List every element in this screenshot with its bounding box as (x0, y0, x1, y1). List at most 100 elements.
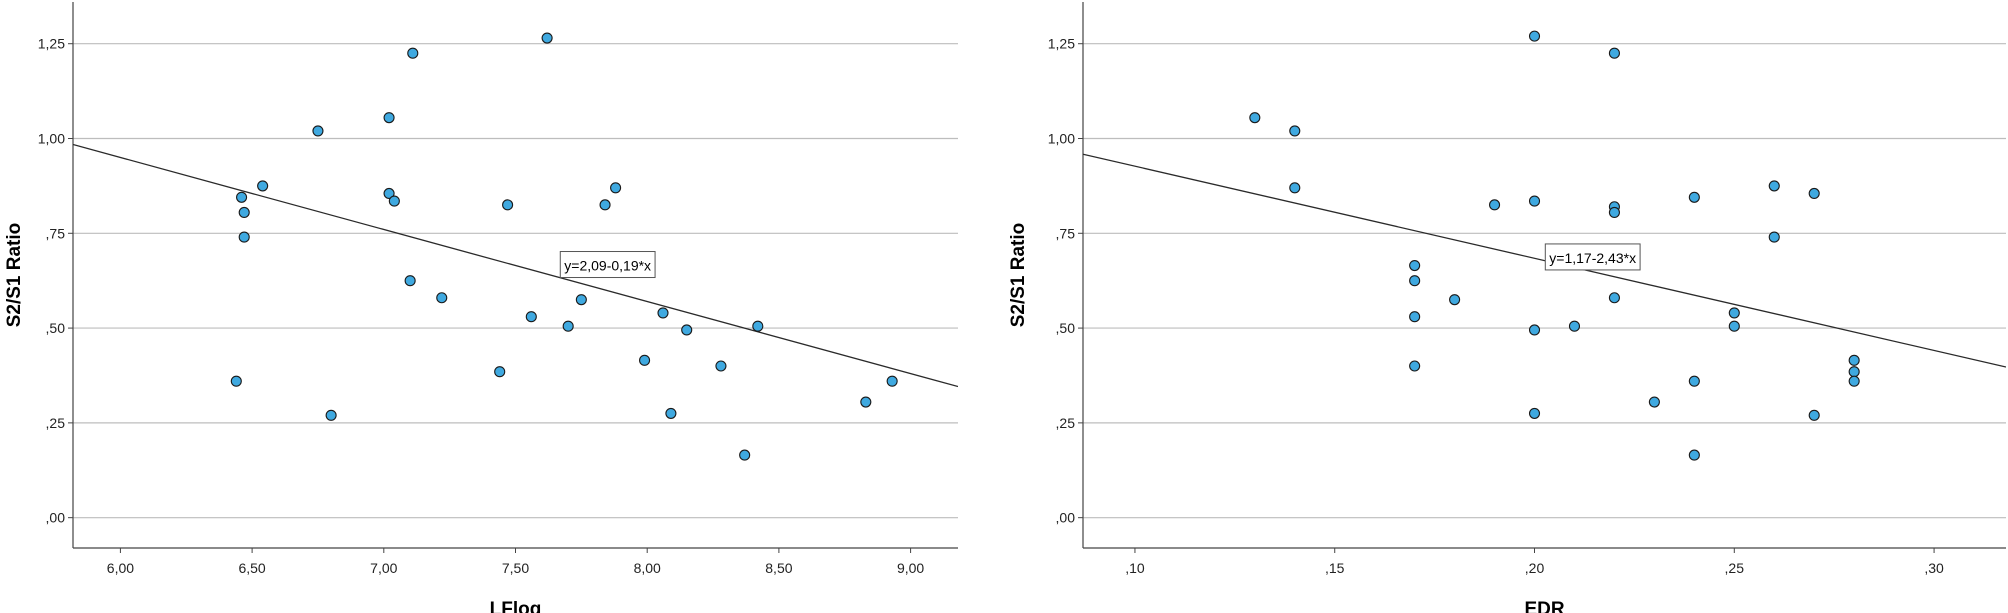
data-point (236, 191, 248, 203)
x-tick-label: 8,00 (634, 560, 661, 576)
data-point (388, 195, 400, 207)
data-point (1808, 187, 1820, 200)
data-point (525, 311, 537, 323)
data-point (860, 396, 872, 408)
x-tick-label: 6,50 (238, 560, 265, 576)
data-point (1568, 320, 1581, 332)
data-point (657, 307, 669, 319)
data-point (562, 320, 574, 332)
y-tick-label: ,00 (1056, 510, 1076, 526)
data-point (407, 47, 419, 59)
data-point (665, 407, 677, 419)
x-axis-label: LFlog (490, 599, 542, 613)
data-point (494, 366, 506, 378)
y-tick-label: ,75 (46, 225, 66, 241)
data-point (1289, 182, 1301, 194)
x-tick-label: ,20 (1525, 560, 1545, 576)
x-tick-label: 9,00 (897, 560, 924, 576)
data-point (1409, 311, 1421, 323)
fit-equation-label: y=2,09-0,19*x (559, 251, 656, 279)
x-tick-label: ,25 (1725, 560, 1745, 576)
data-point (1289, 125, 1301, 137)
fit-line (1083, 153, 2006, 368)
fit-line (73, 143, 958, 388)
scatter-plot-lflog-svg: ,00 ,25 ,50 ,75 1,00 1,25 6,00 6,50 7,00 7,50 8,00… (4, 2, 958, 613)
data-point (1249, 112, 1261, 124)
x-tick-label: ,15 (1325, 560, 1345, 576)
data-point (1728, 320, 1740, 332)
fit-equation-text: y=1,17-2,43*x (1549, 250, 1636, 266)
data-point (1688, 449, 1700, 461)
data-point (1848, 366, 1860, 378)
data-point (257, 180, 269, 192)
data-point (541, 32, 553, 44)
data-point (312, 125, 324, 137)
data-point (681, 324, 693, 336)
scatter-chart-edr: ,00 ,25 ,50 ,75 1,00 1,25 ,10 ,15 ,20 ,25 ,30 EDR S2… (1004, 0, 2008, 613)
data-point (1528, 407, 1541, 419)
fit-equation-label: y=1,17-2,43*x (1544, 243, 1641, 271)
fit-equation-box (559, 251, 656, 279)
data-point (739, 449, 751, 461)
data-point (610, 182, 622, 194)
x-tick-label: 7,50 (502, 560, 529, 576)
x-axis-label: EDR (1524, 599, 1564, 613)
scatter-chart-lflog: ,00 ,25 ,50 ,75 1,00 1,25 6,00 6,50 7,00 7,50 8,00… (4, 2, 958, 613)
data-point (599, 199, 611, 211)
y-axis-label: S2/S1 Ratio (1008, 223, 1029, 328)
x-tick-label: ,30 (1924, 560, 1944, 576)
y-tick-label: 1,00 (38, 131, 65, 147)
data-point (1688, 375, 1700, 387)
data-point (1768, 180, 1780, 192)
data-point (575, 294, 587, 306)
data-point (1489, 199, 1501, 211)
data-point (886, 375, 898, 387)
data-point (238, 206, 250, 218)
data-point (1409, 259, 1421, 272)
y-tick-label: ,25 (1056, 415, 1076, 431)
x-tick-label: ,10 (1125, 560, 1145, 576)
data-point (1848, 354, 1860, 366)
fit-equation-text: y=2,09-0,19*x (564, 258, 651, 274)
data-point (436, 292, 448, 304)
data-point (230, 375, 242, 387)
y-axis-label: S2/S1 Ratio (4, 223, 25, 328)
data-point (1528, 195, 1541, 207)
y-tick-label: ,75 (1056, 225, 1076, 241)
data-point (1409, 275, 1421, 287)
data-point (238, 231, 250, 243)
y-tick-label: ,00 (46, 510, 66, 526)
data-point (1528, 30, 1541, 42)
y-tick-label: ,25 (46, 415, 66, 431)
data-point (383, 112, 395, 124)
data-point (404, 275, 416, 287)
data-point (1688, 191, 1700, 203)
data-point (639, 354, 651, 366)
data-point (1728, 307, 1740, 319)
data-point (1608, 292, 1620, 304)
data-point (502, 199, 514, 211)
x-tick-label: 6,00 (107, 560, 134, 576)
data-point (1608, 206, 1620, 218)
y-tick-label: 1,25 (1048, 36, 1075, 52)
data-point (1409, 360, 1421, 372)
scatter-plot-edr-svg: ,00 ,25 ,50 ,75 1,00 1,25 ,10 ,15 ,20 ,25 ,30 EDR S2… (1008, 2, 2006, 613)
data-point (383, 187, 395, 200)
y-tick-label: ,50 (1056, 320, 1076, 336)
data-point (1768, 231, 1780, 243)
data-point (1528, 324, 1541, 336)
data-point (1449, 294, 1461, 306)
y-tick-label: 1,00 (1048, 131, 1075, 147)
data-point (1808, 409, 1820, 421)
data-point (715, 360, 727, 372)
data-point (1848, 375, 1860, 387)
y-tick-label: ,50 (46, 320, 66, 336)
fit-equation-box (1544, 243, 1641, 271)
x-tick-label: 8,50 (765, 560, 792, 576)
data-point (1608, 47, 1620, 59)
data-point (752, 320, 764, 332)
data-point (325, 409, 337, 421)
data-point (1648, 396, 1660, 408)
y-tick-label: 1,25 (38, 36, 65, 52)
x-tick-label: 7,00 (370, 560, 397, 576)
